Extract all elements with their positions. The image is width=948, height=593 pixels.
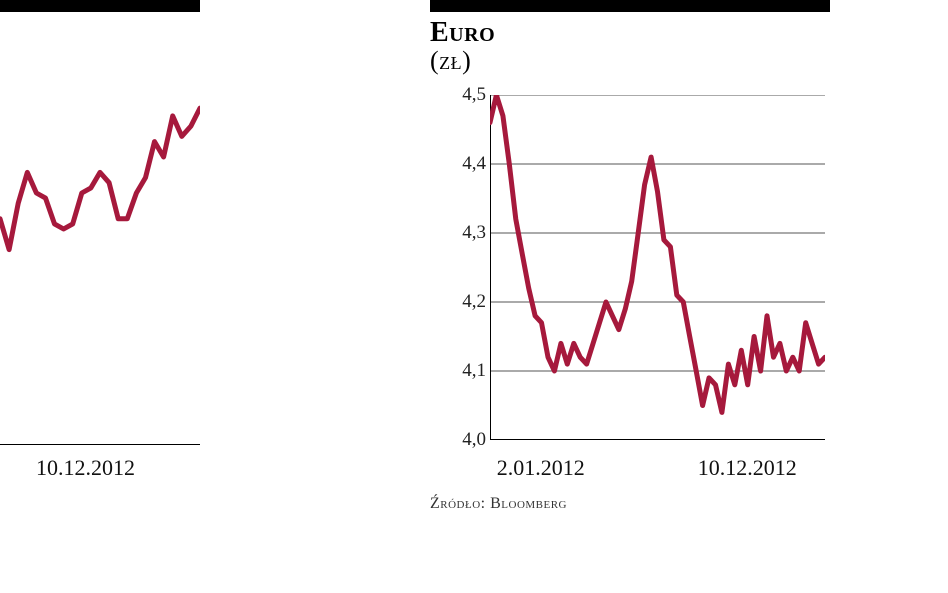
x-tick-label: 10.12.2012 [36, 455, 135, 481]
chart-title-block: Euro(zł) [430, 18, 830, 75]
x-tick-label: 2.01.2012 [497, 455, 585, 481]
y-tick-label: 4,4 [462, 153, 486, 175]
chart-area [0, 85, 200, 445]
plot-region [0, 85, 200, 445]
chart-title: Euro [430, 18, 830, 47]
plot-region [490, 95, 825, 440]
x-tick-label: 10.12.2012 [698, 455, 797, 481]
price-series-line [0, 108, 200, 250]
y-tick-label: 4,1 [462, 360, 486, 382]
y-axis-labels: 4,04,14,24,34,44,5 [430, 95, 490, 440]
header-rule [430, 0, 830, 12]
chart-panel-p0: 10.12.2012 [0, 0, 200, 12]
y-tick-label: 4,3 [462, 222, 486, 244]
chart-source: Źródło: Bloomberg [430, 495, 567, 513]
chart-area: 4,04,14,24,34,44,5 [430, 95, 830, 440]
y-tick-label: 4,5 [462, 84, 486, 106]
price-series-line [490, 95, 825, 412]
y-tick-label: 4,2 [462, 291, 486, 313]
header-rule [0, 0, 200, 12]
chart-panel-p1: Euro(zł)2.01.201210.12.20124,04,14,24,34… [430, 0, 830, 75]
chart-subtitle: (zł) [430, 47, 830, 74]
y-tick-label: 4,0 [462, 429, 486, 451]
